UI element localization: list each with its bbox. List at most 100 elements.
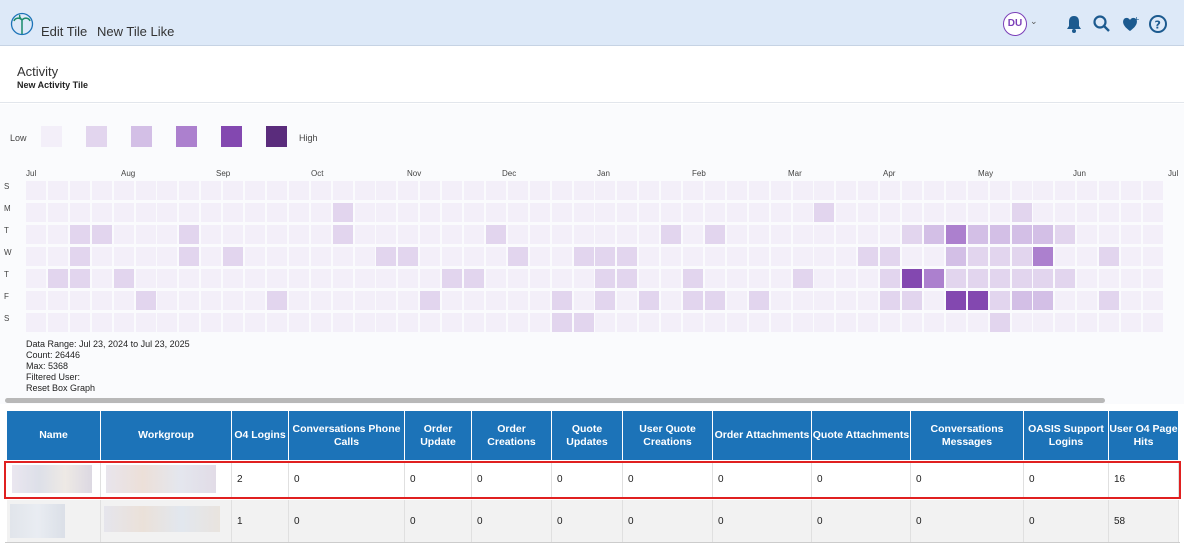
- heatmap-cell[interactable]: [464, 247, 484, 266]
- heatmap-cell[interactable]: [967, 181, 988, 200]
- heatmap-cell[interactable]: [485, 225, 506, 244]
- heatmap-cell[interactable]: [748, 247, 769, 266]
- heatmap-cell[interactable]: [288, 291, 309, 310]
- search-icon[interactable]: [1092, 14, 1112, 34]
- heatmap-cell[interactable]: [420, 225, 441, 244]
- heatmap-cell[interactable]: [836, 269, 857, 288]
- heatmap-cell[interactable]: [69, 225, 90, 244]
- heatmap-cell[interactable]: [442, 269, 463, 288]
- heatmap-cell[interactable]: [814, 313, 835, 332]
- heatmap-cell[interactable]: [288, 181, 309, 200]
- heatmap-cell[interactable]: [266, 247, 287, 266]
- heatmap-cell[interactable]: [464, 203, 484, 222]
- heatmap-cell[interactable]: [902, 313, 922, 332]
- heatmap-cell[interactable]: [398, 225, 419, 244]
- heatmap-cell[interactable]: [245, 225, 265, 244]
- heatmap-cell[interactable]: [420, 291, 441, 310]
- heatmap-cell[interactable]: [792, 269, 813, 288]
- heatmap-cell[interactable]: [989, 181, 1010, 200]
- heatmap-cell[interactable]: [836, 247, 857, 266]
- heatmap-cell[interactable]: [573, 313, 594, 332]
- new-tile-like-link[interactable]: New Tile Like: [97, 24, 175, 39]
- heatmap-cell[interactable]: [310, 313, 331, 332]
- heatmap-cell[interactable]: [1142, 291, 1163, 310]
- heatmap-cell[interactable]: [47, 313, 68, 332]
- heatmap-cell[interactable]: [923, 247, 944, 266]
- heatmap-cell[interactable]: [157, 181, 178, 200]
- heatmap-cell[interactable]: [639, 291, 660, 310]
- heatmap-cell[interactable]: [310, 181, 331, 200]
- heatmap-cell[interactable]: [223, 291, 244, 310]
- heatmap-cell[interactable]: [551, 291, 572, 310]
- help-icon[interactable]: ?: [1148, 14, 1168, 34]
- heatmap-cell[interactable]: [639, 203, 660, 222]
- heatmap-cell[interactable]: [442, 181, 463, 200]
- heatmap-cell[interactable]: [573, 269, 594, 288]
- heatmap-cell[interactable]: [420, 181, 441, 200]
- heatmap-cell[interactable]: [967, 203, 988, 222]
- heatmap-cell[interactable]: [683, 313, 703, 332]
- heatmap-cell[interactable]: [1011, 313, 1032, 332]
- heatmap-cell[interactable]: [1011, 203, 1032, 222]
- heatmap-cell[interactable]: [858, 225, 879, 244]
- heatmap-cell[interactable]: [398, 181, 419, 200]
- heatmap-cell[interactable]: [420, 269, 441, 288]
- heatmap-cell[interactable]: [573, 181, 594, 200]
- heatmap-cell[interactable]: [967, 269, 988, 288]
- heatmap-cell[interactable]: [135, 291, 156, 310]
- heatmap-cell[interactable]: [726, 225, 747, 244]
- heatmap-cell[interactable]: [836, 181, 857, 200]
- column-header[interactable]: Name: [7, 411, 101, 460]
- heatmap-cell[interactable]: [113, 291, 134, 310]
- heatmap-cell[interactable]: [880, 203, 901, 222]
- heatmap-cell[interactable]: [245, 291, 265, 310]
- heatmap-cell[interactable]: [157, 313, 178, 332]
- heatmap-cell[interactable]: [836, 225, 857, 244]
- heatmap-cell[interactable]: [376, 269, 397, 288]
- heatmap-cell[interactable]: [288, 203, 309, 222]
- heatmap-cell[interactable]: [551, 269, 572, 288]
- heatmap-cell[interactable]: [179, 269, 200, 288]
- heatmap-cell[interactable]: [47, 291, 68, 310]
- heatmap-cell[interactable]: [442, 225, 463, 244]
- heatmap-cell[interactable]: [814, 247, 835, 266]
- heatmap-cell[interactable]: [748, 313, 769, 332]
- heatmap-cell[interactable]: [639, 225, 660, 244]
- heatmap-cell[interactable]: [135, 269, 156, 288]
- heatmap-cell[interactable]: [639, 181, 660, 200]
- heatmap-cell[interactable]: [704, 269, 725, 288]
- heatmap-cell[interactable]: [704, 247, 725, 266]
- heatmap-cell[interactable]: [1121, 181, 1141, 200]
- heatmap-cell[interactable]: [704, 203, 725, 222]
- heatmap-cell[interactable]: [880, 247, 901, 266]
- heatmap-cell[interactable]: [398, 291, 419, 310]
- heatmap-cell[interactable]: [332, 269, 353, 288]
- heatmap-cell[interactable]: [1055, 225, 1076, 244]
- heatmap-cell[interactable]: [1142, 225, 1163, 244]
- heatmap-cell[interactable]: [551, 313, 572, 332]
- heatmap-cell[interactable]: [529, 225, 550, 244]
- heatmap-cell[interactable]: [595, 225, 616, 244]
- heatmap-cell[interactable]: [683, 203, 703, 222]
- heatmap-cell[interactable]: [1099, 181, 1120, 200]
- column-header[interactable]: Quote Attachments: [812, 411, 911, 460]
- heatmap-cell[interactable]: [1055, 181, 1076, 200]
- heatmap-cell[interactable]: [704, 313, 725, 332]
- heatmap-cell[interactable]: [1077, 181, 1098, 200]
- heatmap-cell[interactable]: [858, 247, 879, 266]
- heatmap-cell[interactable]: [529, 247, 550, 266]
- heatmap-cell[interactable]: [376, 181, 397, 200]
- heatmap-cell[interactable]: [902, 203, 922, 222]
- heatmap-cell[interactable]: [26, 291, 46, 310]
- heatmap-cell[interactable]: [617, 313, 638, 332]
- heatmap-cell[interactable]: [748, 225, 769, 244]
- heatmap-cell[interactable]: [91, 291, 112, 310]
- heatmap-cell[interactable]: [945, 269, 966, 288]
- heatmap-cell[interactable]: [47, 181, 68, 200]
- heatmap-cell[interactable]: [135, 181, 156, 200]
- heatmap-cell[interactable]: [266, 225, 287, 244]
- heatmap-cell[interactable]: [398, 269, 419, 288]
- heatmap-cell[interactable]: [69, 247, 90, 266]
- heatmap-cell[interactable]: [617, 181, 638, 200]
- heatmap-cell[interactable]: [507, 181, 528, 200]
